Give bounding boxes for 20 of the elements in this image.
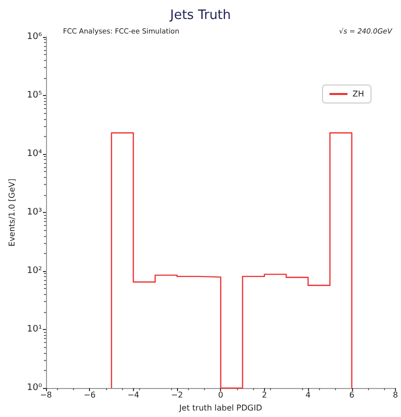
x-tick-label: −8 <box>40 390 52 400</box>
y-tick-label: 10⁵ <box>26 90 42 101</box>
y-axis-title: Events/1.0 [GeV] <box>8 178 16 246</box>
x-tick-label: −4 <box>127 390 140 400</box>
x-tick-label: 4 <box>306 390 311 400</box>
y-tick-label: 10⁴ <box>26 149 42 160</box>
x-tick-label: 8 <box>392 390 398 400</box>
x-tick-label: 0 <box>218 390 224 400</box>
y-tick-label: 10³ <box>26 208 42 218</box>
x-tick-label: 6 <box>349 390 354 400</box>
chart-title: Jets Truth <box>169 8 231 23</box>
x-tick-label: 2 <box>262 390 267 400</box>
x-axis-title: Jet truth label PDGID <box>178 404 262 412</box>
x-tick-label: −2 <box>171 390 183 400</box>
x-tick-label: −6 <box>84 390 96 400</box>
y-tick-label: 10² <box>26 266 42 276</box>
legend-label: ZH <box>352 90 364 98</box>
y-tick-label: 10⁶ <box>26 32 42 42</box>
y-tick-label: 10⁰ <box>26 383 42 394</box>
y-tick-label: 10¹ <box>26 324 42 335</box>
